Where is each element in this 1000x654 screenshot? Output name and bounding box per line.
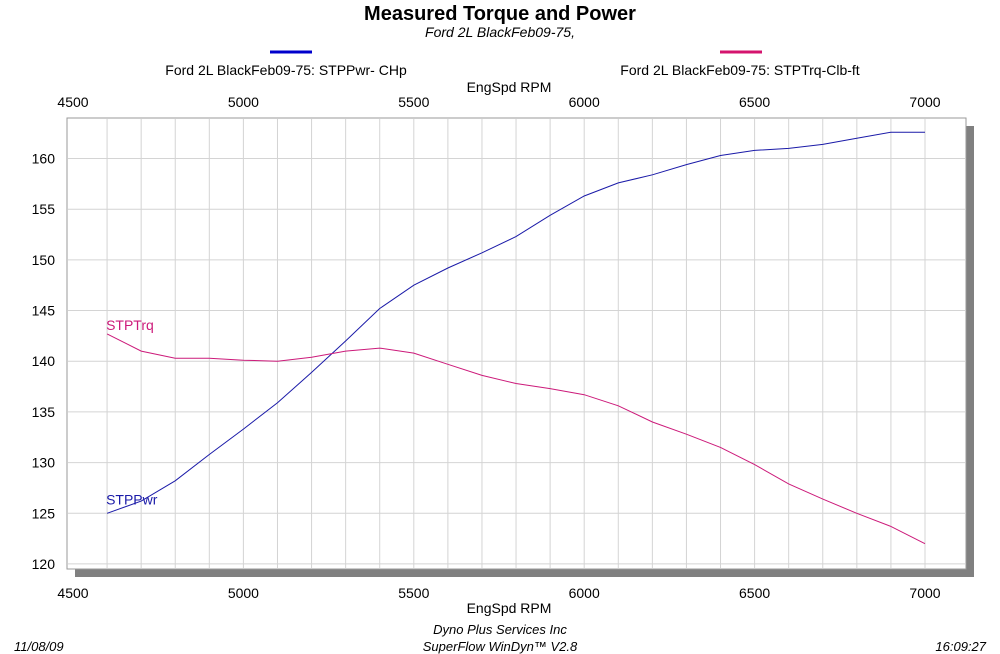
- series-labels: STPPwr STPTrq: [106, 317, 158, 507]
- y-tick-label: 120: [32, 556, 56, 572]
- chart-title: Measured Torque and Power: [364, 3, 636, 25]
- y-tick-label: 145: [32, 303, 56, 319]
- axis-ticks: 4500 4500 5000 5000 5500 5500 6000 6000 6500 6500…: [32, 94, 941, 601]
- footer-company: Dyno Plus Services Inc: [433, 622, 567, 637]
- series-lines: [106, 131, 926, 545]
- plot-shadow-bottom: [75, 569, 974, 577]
- x-tick-label-bottom: 7000: [909, 585, 940, 601]
- x-axis-label-top: EngSpd RPM: [467, 79, 552, 95]
- footer-software: SuperFlow WinDyn™ V2.8: [423, 639, 578, 654]
- x-tick-label-bottom: 5500: [398, 585, 429, 601]
- x-tick-label-top: 4500: [57, 94, 88, 110]
- x-tick-label-bottom: 6000: [569, 585, 600, 601]
- plot-shadow-right: [966, 126, 974, 577]
- y-tick-label: 160: [32, 151, 56, 167]
- y-tick-label: 155: [32, 201, 56, 217]
- legend: Ford 2L BlackFeb09-75: STPPwr- CHp Ford …: [165, 50, 860, 78]
- chart-subtitle: Ford 2L BlackFeb09-75,: [425, 24, 575, 40]
- legend-label-power: Ford 2L BlackFeb09-75: STPPwr- CHp: [165, 62, 407, 78]
- series-line-power: [106, 131, 925, 514]
- x-tick-label-bottom: 6500: [739, 585, 770, 601]
- x-axis-label-bottom: EngSpd RPM: [467, 600, 552, 616]
- y-tick-label: 130: [32, 455, 56, 471]
- series-line-torque: [106, 333, 926, 545]
- y-tick-label: 135: [32, 404, 56, 420]
- x-tick-label-bottom: 5000: [228, 585, 259, 601]
- series-label-power: STPPwr: [106, 491, 158, 507]
- x-tick-label-top: 6000: [569, 94, 600, 110]
- x-tick-label-top: 6500: [739, 94, 770, 110]
- x-tick-label-top: 5500: [398, 94, 429, 110]
- legend-label-torque: Ford 2L BlackFeb09-75: STPTrq-Clb-ft: [620, 62, 859, 78]
- x-tick-label-bottom: 4500: [57, 585, 88, 601]
- y-tick-label: 150: [32, 252, 56, 268]
- y-tick-label: 140: [32, 353, 56, 369]
- series-label-torque: STPTrq: [106, 317, 154, 333]
- x-tick-label-top: 5000: [228, 94, 259, 110]
- x-tick-label-top: 7000: [909, 94, 940, 110]
- y-tick-label: 125: [32, 505, 56, 521]
- grid: [68, 119, 965, 568]
- footer-time: 16:09:27: [935, 639, 986, 654]
- footer-date: 11/08/09: [14, 639, 64, 654]
